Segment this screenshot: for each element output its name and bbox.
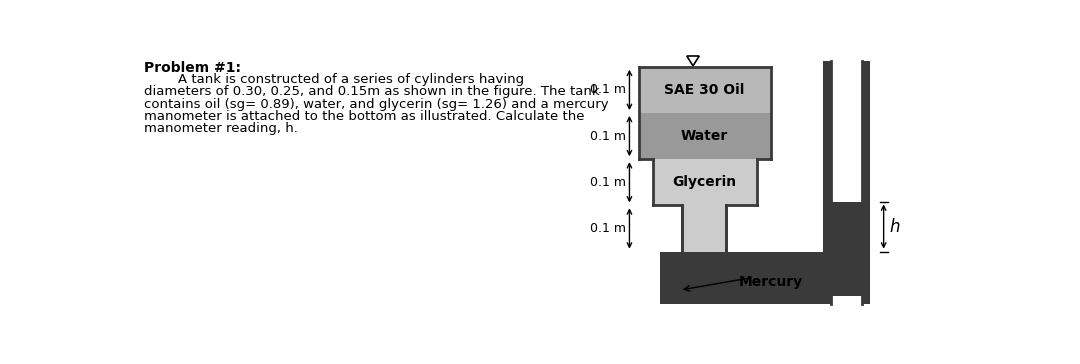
Bar [638, 67, 770, 113]
Bar [683, 205, 727, 252]
Bar [831, 202, 862, 296]
Text: diameters of 0.30, 0.25, and 0.15m as shown in the figure. The tank: diameters of 0.30, 0.25, and 0.15m as sh… [145, 85, 599, 98]
Text: Problem #1:: Problem #1: [145, 61, 241, 75]
Text: manometer is attached to the bottom as illustrated. Calculate the: manometer is attached to the bottom as i… [145, 110, 584, 123]
Text: 0.1 m: 0.1 m [591, 130, 626, 143]
Text: 0.1 m: 0.1 m [591, 222, 626, 235]
Bar [638, 113, 770, 159]
Text: 0.1 m: 0.1 m [591, 176, 626, 189]
Text: contains oil (sg= 0.89), water, and glycerin (sg= 1.26) and a mercury: contains oil (sg= 0.89), water, and glyc… [145, 98, 609, 111]
Bar [831, 202, 862, 296]
Bar [683, 205, 727, 252]
Bar [669, 252, 815, 296]
Bar [823, 61, 831, 304]
Text: Glycerin: Glycerin [673, 175, 737, 189]
Text: Water: Water [681, 129, 728, 143]
Bar [862, 61, 869, 304]
Bar [652, 159, 757, 205]
Bar [669, 252, 815, 296]
Text: SAE 30 Oil: SAE 30 Oil [664, 83, 745, 97]
Text: h: h [890, 218, 901, 236]
Text: Mercury: Mercury [739, 276, 802, 289]
Text: manometer reading, h.: manometer reading, h. [145, 122, 298, 135]
Text: A tank is constructed of a series of cylinders having: A tank is constructed of a series of cyl… [145, 73, 525, 86]
Text: 0.1 m: 0.1 m [591, 83, 626, 96]
Bar [661, 252, 823, 304]
